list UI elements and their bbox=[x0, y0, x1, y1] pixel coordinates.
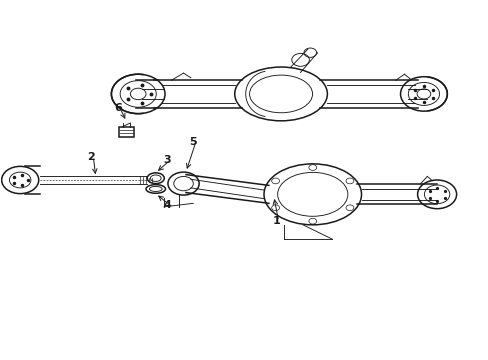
Text: 1: 1 bbox=[272, 216, 280, 226]
Text: 6: 6 bbox=[114, 103, 122, 113]
Text: 2: 2 bbox=[87, 152, 95, 162]
Text: 4: 4 bbox=[163, 200, 171, 210]
Text: 5: 5 bbox=[189, 138, 197, 147]
Text: 3: 3 bbox=[163, 155, 171, 165]
